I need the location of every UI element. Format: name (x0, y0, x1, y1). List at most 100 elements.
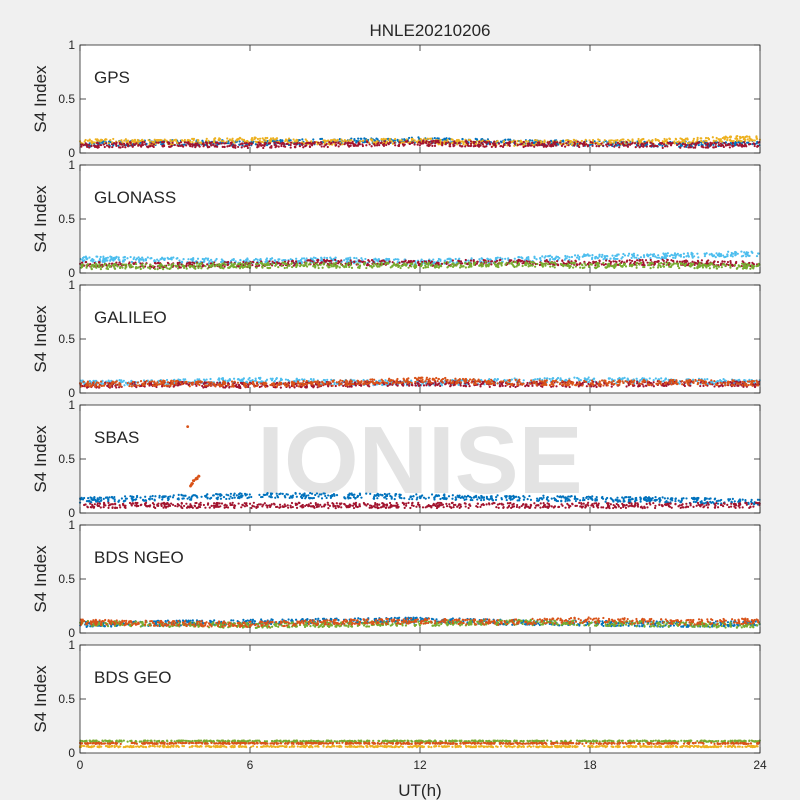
data-point (536, 262, 539, 266)
data-point (99, 255, 102, 259)
data-point (349, 259, 352, 262)
data-point (259, 258, 262, 261)
data-point (750, 139, 753, 142)
data-point (319, 137, 322, 141)
data-point (639, 256, 643, 259)
data-point (513, 144, 516, 147)
data-point (90, 265, 93, 268)
data-point (194, 267, 197, 270)
data-point (620, 265, 623, 268)
data-point (420, 258, 423, 261)
data-point (710, 252, 713, 255)
data-point (736, 135, 739, 138)
data-point (104, 262, 107, 266)
data-point (341, 143, 344, 146)
data-point (205, 137, 208, 140)
data-point (657, 259, 660, 263)
data-point (541, 143, 544, 147)
data-point (376, 265, 379, 268)
data-point (682, 252, 686, 255)
data-point (630, 256, 633, 259)
data-point (82, 256, 86, 259)
data-point (358, 265, 361, 268)
data-point (591, 141, 594, 144)
data-point (615, 257, 618, 261)
data-point (472, 259, 475, 262)
data-point (672, 259, 675, 263)
data-point (247, 378, 250, 381)
data-point (728, 264, 731, 267)
data-point (522, 140, 525, 144)
data-point (372, 142, 376, 146)
data-point (222, 140, 225, 143)
data-point (97, 142, 100, 145)
data-point (607, 142, 610, 145)
data-point (103, 260, 106, 264)
data-point (373, 139, 376, 142)
data-point (196, 265, 199, 268)
data-point (204, 257, 208, 260)
data-point (606, 255, 609, 258)
data-point (520, 256, 523, 259)
data-point (243, 263, 246, 266)
data-point (646, 261, 649, 264)
data-point (211, 263, 215, 266)
data-point (325, 142, 328, 146)
data-point (672, 256, 675, 259)
data-point (578, 258, 581, 261)
data-point (534, 265, 537, 268)
data-point (572, 266, 575, 269)
data-point (121, 266, 124, 269)
data-point (246, 261, 249, 265)
data-point (339, 263, 343, 266)
data-point (563, 258, 566, 261)
data-point (533, 256, 536, 260)
data-point (80, 145, 83, 148)
data-point (649, 253, 652, 256)
data-point (278, 258, 281, 261)
data-point (237, 145, 240, 149)
data-point (706, 142, 709, 145)
data-point (109, 255, 112, 258)
data-point (408, 136, 411, 140)
data-point (548, 140, 551, 143)
data-point (493, 377, 497, 381)
data-point (740, 140, 743, 143)
data-point (278, 262, 281, 265)
data-point (662, 259, 665, 263)
data-point (353, 256, 356, 260)
data-point (157, 141, 160, 144)
data-point (156, 258, 159, 261)
data-point (747, 254, 750, 257)
data-point (654, 138, 657, 141)
data-point (565, 142, 568, 145)
data-point (531, 264, 534, 267)
data-point (612, 139, 616, 142)
data-point (189, 261, 192, 264)
data-point (313, 261, 316, 265)
data-point (283, 266, 286, 270)
data-point (475, 140, 478, 143)
data-point (719, 139, 722, 143)
data-point (543, 139, 546, 142)
data-point (535, 139, 538, 142)
data-point (120, 139, 123, 142)
data-point (755, 254, 759, 258)
data-point (573, 254, 577, 257)
data-point (543, 142, 546, 146)
data-point (193, 262, 196, 265)
data-point (478, 140, 481, 144)
data-point (396, 258, 399, 261)
plot-area (80, 45, 760, 153)
data-point (105, 259, 108, 262)
data-point (246, 146, 249, 150)
data-point (434, 139, 437, 143)
data-point (451, 263, 454, 266)
data-point (342, 384, 345, 387)
data-point (242, 138, 246, 142)
data-point (342, 265, 345, 268)
data-point (402, 144, 405, 147)
data-point (617, 253, 620, 256)
data-point (579, 266, 582, 269)
